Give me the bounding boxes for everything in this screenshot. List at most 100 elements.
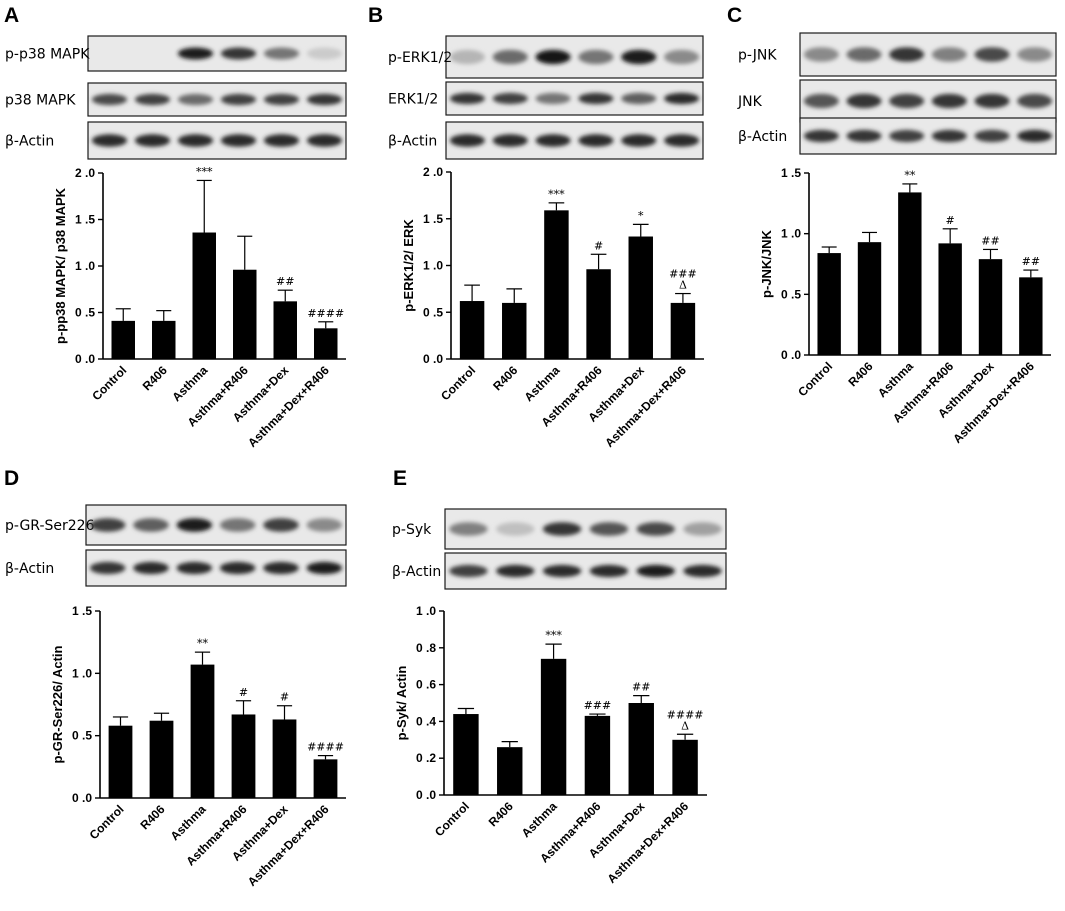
blot-B: p-ERK1/2 ERK1/2 β-Actin (388, 35, 704, 160)
category-label: Asthma+Dex+R406 (245, 802, 332, 889)
significance-label: Δ (681, 719, 689, 732)
blot-box (87, 121, 347, 160)
category-label: Asthma (875, 359, 916, 400)
blot-box (87, 35, 347, 72)
bar (672, 739, 698, 795)
category-label: R406 (140, 363, 170, 393)
blot-band (636, 564, 675, 578)
blot-band (89, 561, 126, 575)
category-label: Asthma+Dex+R406 (602, 363, 689, 450)
significance-label: ** (904, 169, 916, 182)
y-tick-label: 0 .0 (416, 788, 436, 802)
blot-box (445, 35, 704, 79)
y-tick-label: 0 .0 (781, 348, 801, 362)
blot-band (578, 49, 614, 65)
blot-band (1017, 93, 1053, 109)
category-label: Asthma (168, 802, 209, 843)
chart-B: 0 .0 0 .5 1 .0 1 .5 2 .0 p-ERK1/2/ ERK Control… (401, 165, 704, 450)
blot-D: p-GR-Ser226 β-Actin (5, 504, 347, 587)
bar (586, 269, 611, 359)
bar (233, 269, 257, 359)
chart-A: 0 .0 0 .5 1 .0 1 .5 2 .0 p-pp38 MAPK/ p38 MAP… (53, 165, 346, 450)
bar (497, 747, 523, 795)
blot-band (636, 522, 675, 536)
blot-row-label: β-Actin (392, 564, 441, 580)
significance-label: ## (981, 234, 999, 247)
blot-band (889, 93, 925, 109)
y-tick-label: 0 .0 (423, 352, 443, 366)
chart-D: 0 .0 0 .5 1 .0 1 .5 p-GR-Ser226/ Actin Contro… (50, 604, 346, 889)
blot-band (220, 93, 257, 106)
bar (453, 714, 479, 795)
blot-band (133, 518, 169, 532)
blot-row-label: p-Syk (392, 522, 432, 538)
significance-label: # (280, 691, 289, 704)
blot-band (89, 518, 126, 532)
blot-band (535, 92, 571, 105)
bar (152, 320, 176, 359)
blot-band (219, 518, 256, 532)
blot-band (176, 561, 213, 575)
blot-box (85, 504, 347, 546)
blot-box (445, 81, 704, 116)
blot-box (87, 82, 347, 117)
category-label: Control (432, 799, 472, 839)
bar (670, 302, 696, 359)
bar (313, 759, 338, 798)
blot-band (974, 129, 1010, 143)
y-tick-label: 0 .5 (781, 287, 801, 301)
bar (817, 253, 841, 355)
blot-band (889, 47, 925, 62)
blot-band (974, 47, 1010, 62)
blot-box (444, 552, 727, 590)
blot-band (306, 561, 343, 575)
y-tick-label: 0 .6 (416, 678, 436, 692)
y-tick-label: 0 .5 (72, 729, 92, 743)
blot-band (846, 93, 882, 109)
y-tick-label: 0 .5 (423, 305, 443, 319)
blot-band (1017, 47, 1053, 62)
blot-row-label: p-p38 MAPK (5, 47, 90, 63)
bar (231, 714, 256, 798)
blot-band (263, 93, 300, 106)
panel-letter: E (393, 467, 407, 490)
category-label: Control (87, 802, 127, 842)
blot-band (306, 518, 343, 532)
y-axis-label: p-Syk/ Actin (394, 666, 409, 741)
significance-label: Δ (679, 279, 687, 292)
category-label: R406 (845, 359, 875, 389)
bar (857, 242, 882, 355)
blot-band (492, 49, 528, 65)
blot-band (177, 134, 214, 147)
blot-band (220, 134, 257, 147)
bar (314, 328, 338, 359)
bar (111, 320, 135, 359)
category-label: Asthma+Dex+R406 (604, 799, 691, 886)
category-label: Asthma (169, 363, 210, 404)
blot-band (621, 49, 657, 65)
blot-A: p-p38 MAPK p38 MAPK β-Actin (5, 35, 347, 160)
blot-band (621, 92, 657, 105)
significance-label: # (594, 239, 603, 252)
blot-band (664, 134, 700, 147)
bar (502, 302, 527, 359)
blot-row-label: β-Actin (5, 134, 54, 150)
category-label: R406 (486, 799, 516, 829)
significance-label: ** (197, 637, 209, 650)
blot-row-label: JNK (737, 94, 763, 110)
category-label: Control (89, 363, 129, 403)
blot-band (91, 93, 128, 106)
blot-row-label: β-Actin (5, 561, 54, 577)
blot-band (931, 93, 967, 109)
blot-band (535, 49, 571, 65)
significance-label: ### (669, 268, 697, 281)
category-label: Asthma (522, 363, 563, 404)
blot-band (535, 134, 571, 147)
bar (938, 243, 962, 355)
bar (272, 719, 297, 798)
blot-band (974, 93, 1010, 109)
y-tick-label: 1 .0 (75, 259, 95, 273)
bar (108, 725, 133, 798)
blot-row-label: β-Actin (738, 129, 787, 145)
